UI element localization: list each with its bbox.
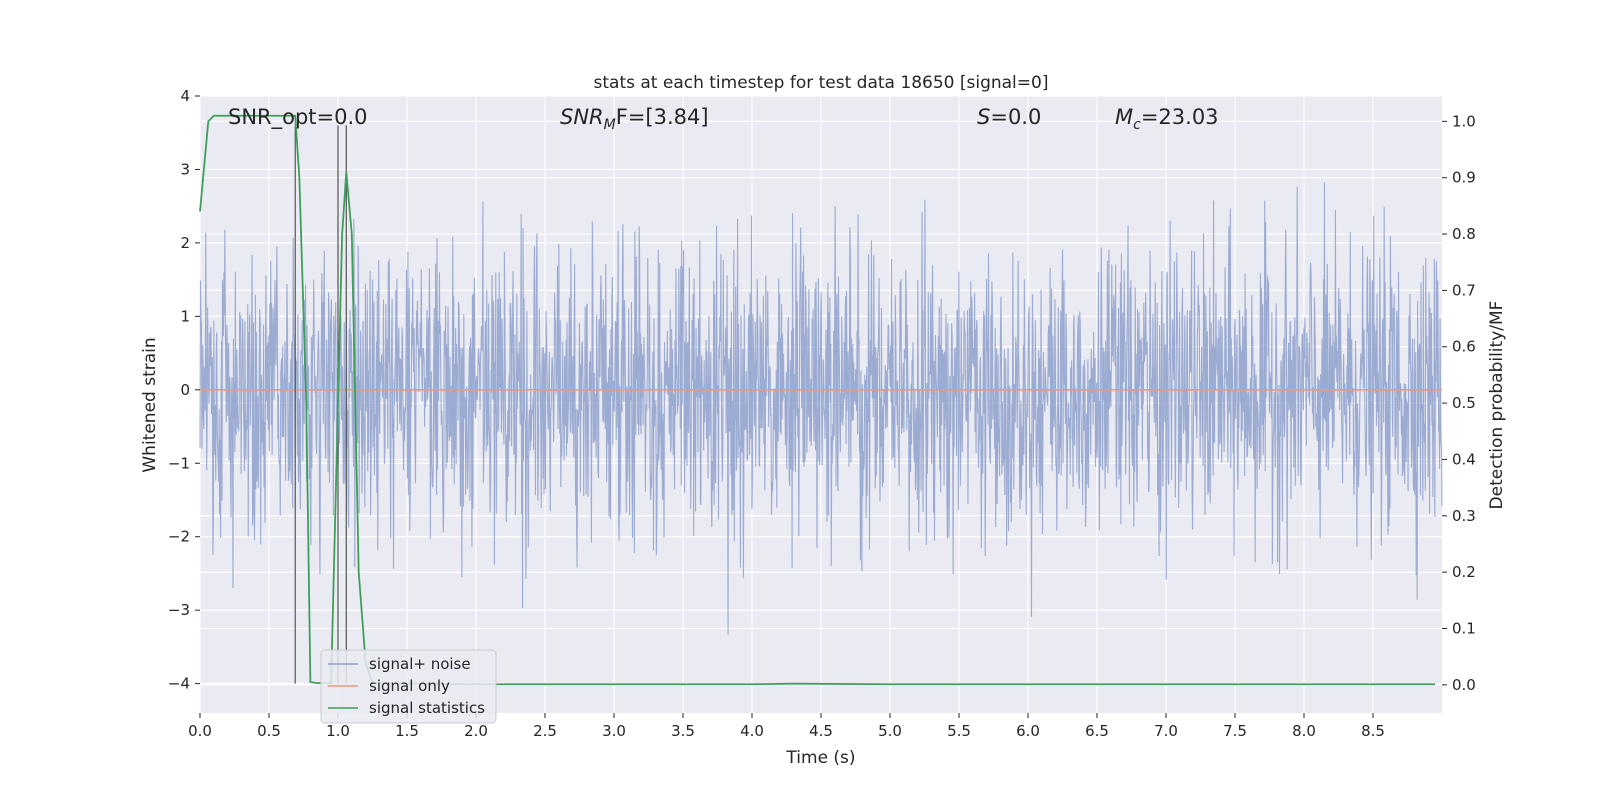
- x-tick-label: 7.5: [1223, 722, 1247, 740]
- x-tick-label: 6.5: [1085, 722, 1109, 740]
- x-tick-label: 1.0: [326, 722, 350, 740]
- annotation-snr-opt: SNR_opt=0.0: [228, 105, 368, 130]
- y2-tick-label: 0.1: [1452, 619, 1476, 637]
- y2-tick-label: 0.9: [1452, 169, 1476, 187]
- x-tick-label: 3.0: [602, 722, 626, 740]
- chart-title: stats at each timestep for test data 186…: [594, 73, 1049, 93]
- x-tick-label: 7.0: [1154, 722, 1178, 740]
- x-tick-label: 2.0: [464, 722, 488, 740]
- x-tick-label: 1.5: [395, 722, 419, 740]
- annotation-s: S=0.0: [977, 105, 1041, 129]
- annotation-mc-value: =23.03: [1141, 105, 1219, 129]
- annotation-s-value: =0.0: [990, 105, 1041, 129]
- y-tick-label: −2: [168, 528, 190, 546]
- signal-noise-series: [199, 182, 1443, 635]
- legend-label-noise: signal+ noise: [369, 655, 471, 673]
- y2-tick-label: 0.8: [1452, 225, 1476, 243]
- annotation-mc-base: M: [1115, 105, 1133, 129]
- x-tick-label: 6.0: [1016, 722, 1040, 740]
- x-tick-label: 0.0: [188, 722, 212, 740]
- x-tick-label: 2.5: [533, 722, 557, 740]
- y2-tick-label: 0.5: [1452, 394, 1476, 412]
- annotation-snr-mf-rest: F=[3.84]: [616, 105, 709, 129]
- legend-label-statistics: signal statistics: [369, 699, 485, 717]
- x-tick-label: 5.5: [947, 722, 971, 740]
- x-tick-label: 8.5: [1361, 722, 1385, 740]
- y-tick-label: −1: [168, 454, 190, 472]
- y-tick-label: 0: [180, 381, 190, 399]
- annotation-s-var: S: [977, 105, 990, 129]
- y-tick-label: −3: [168, 601, 190, 619]
- y-tick-label: 1: [180, 307, 190, 325]
- y-tick-label: 3: [180, 160, 190, 178]
- legend-box: [320, 649, 497, 724]
- x-tick-label: 0.5: [257, 722, 281, 740]
- signal-statistics-series: [199, 114, 1436, 686]
- y2-tick-label: 0.4: [1452, 450, 1476, 468]
- x-axis-label: Time (s): [785, 748, 855, 768]
- annotation-snr-mf-sub: M: [604, 117, 616, 133]
- x-tick-label: 8.0: [1292, 722, 1316, 740]
- legend: signal+ noise signal only signal statist…: [320, 649, 497, 724]
- noise-line: [199, 182, 1443, 635]
- y2-tick-label: 0.2: [1452, 563, 1476, 581]
- statistics-line: [199, 114, 1436, 686]
- annotation-mc-sub: c: [1133, 117, 1141, 133]
- x-tick-label: 4.0: [740, 722, 764, 740]
- legend-label-signal-only: signal only: [369, 677, 450, 695]
- y2-tick-label: 0.3: [1452, 507, 1476, 525]
- x-tick-label: 4.5: [809, 722, 833, 740]
- annotation-snr-mf: SNRMF=[3.84]: [560, 105, 709, 133]
- y2-tick-label: 0.0: [1452, 676, 1476, 694]
- y2-tick-label: 0.6: [1452, 338, 1476, 356]
- y-tick-label: 2: [180, 234, 190, 252]
- annotation-mc: Mc=23.03: [1115, 105, 1219, 133]
- y2-tick-label: 0.7: [1452, 281, 1476, 299]
- tick-labels: 0.0 0.5 1.0 1.5 2.0 2.5 3.0 3.5 4.0 4.5 5.0 5.5 6.0 6…: [168, 87, 1476, 740]
- y-tick-label: −4: [168, 675, 190, 693]
- annotation-snr-mf-base: SNR: [560, 105, 604, 129]
- x-tick-label: 5.0: [878, 722, 902, 740]
- y2-tick-label: 1.0: [1452, 112, 1476, 130]
- y-axis-label: Whitened strain: [140, 337, 160, 472]
- y2-axis-label: Detection probability/MF: [1487, 301, 1507, 510]
- y-tick-label: 4: [180, 87, 190, 105]
- x-tick-label: 3.5: [671, 722, 695, 740]
